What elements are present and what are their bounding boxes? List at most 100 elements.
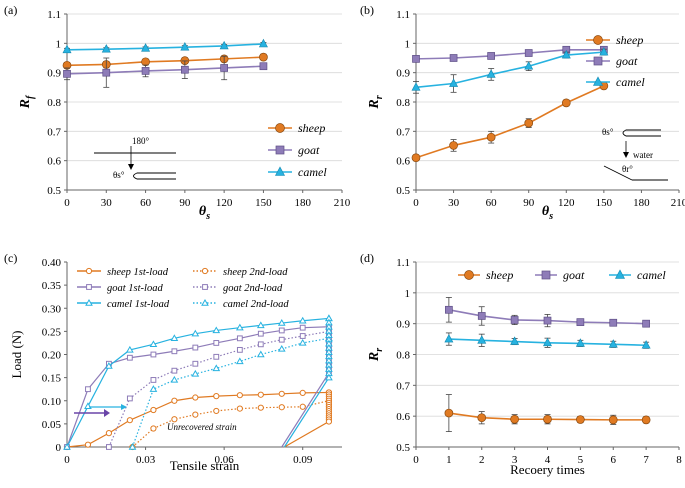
x-axis-label-text: θs [199, 204, 210, 222]
x-tick-label: 1 [446, 454, 452, 466]
y-tick-label: 0.20 [42, 350, 62, 362]
x-axis-label: θs [542, 204, 553, 222]
legend-item: camel [268, 165, 327, 179]
data-point [150, 425, 157, 432]
series-camel [63, 314, 333, 450]
panel-label: (a) [4, 3, 17, 17]
series-camel [62, 38, 268, 54]
x-tick-label: 3 [512, 454, 518, 466]
legend-label: camel [298, 165, 327, 179]
data-point [608, 339, 618, 348]
data-point [149, 385, 158, 392]
legend-label: camel 1st-load [107, 299, 170, 310]
series-line [66, 43, 264, 51]
data-point [171, 348, 178, 355]
data-point [235, 357, 244, 365]
data-point [235, 323, 244, 331]
x-tick-label: 120 [558, 197, 575, 209]
data-point [192, 394, 199, 401]
legend-marker [85, 267, 93, 275]
x-tick-label: 180 [294, 197, 311, 209]
data-point [576, 415, 585, 424]
y-axis-label-text: Rr [367, 95, 385, 109]
data-point [259, 62, 268, 71]
data-point [63, 69, 71, 78]
inset-fiber [133, 172, 176, 180]
y-tick-label: 0.7 [47, 126, 61, 138]
x-tick-label: 0.09 [293, 454, 313, 466]
data-point [191, 369, 200, 377]
data-point [126, 395, 133, 402]
data-point [298, 338, 307, 346]
y-axis-label: Rr [367, 348, 385, 362]
x-tick-label: 2 [479, 454, 485, 466]
legend-marker [275, 123, 285, 133]
inset-arrowhead [623, 152, 629, 158]
y-tick-label: 1 [56, 38, 62, 50]
y-axis-label: Load (N) [9, 330, 24, 378]
data-point [213, 393, 220, 400]
data-point [180, 42, 190, 51]
legend-item: sheep 2nd-load [193, 267, 288, 278]
y-tick-label: 0.6 [396, 156, 410, 168]
data-point [298, 316, 307, 324]
x-tick-label: 180 [633, 197, 650, 209]
x-tick-label: 0.06 [215, 454, 235, 466]
y-tick-label: 0.7 [396, 126, 410, 138]
unrecovered-strain-label: Unrecovered strain [167, 422, 237, 432]
x-tick-label: 7 [643, 454, 649, 466]
data-point [449, 78, 459, 87]
y-tick-label: 1.1 [396, 9, 410, 21]
legend-label: sheep [616, 33, 643, 47]
legend-marker [593, 56, 603, 66]
data-point [258, 38, 268, 48]
y-axis-label-text: Rr [367, 348, 385, 362]
data-point [278, 327, 285, 334]
inset-label-theta-s: θs° [602, 127, 614, 137]
data-point [412, 55, 420, 63]
data-point [213, 353, 220, 360]
data-point [256, 350, 265, 358]
data-point [219, 40, 229, 50]
data-point [150, 406, 157, 414]
legend-label: camel [616, 75, 645, 89]
series-line [66, 56, 264, 67]
panel-b: 0.5 0.6 0.7 0.8 0.9 1 1.1 0 30 60 90 120 150 180 210 (b… [360, 3, 685, 222]
y-tick-label: 0.8 [396, 350, 410, 362]
unload-point [325, 418, 333, 425]
data-point [449, 54, 458, 62]
data-point [257, 404, 264, 411]
data-point [608, 415, 618, 425]
data-point [213, 340, 220, 346]
legend-marker [201, 298, 209, 306]
panel-c: 0 0.05 0.10 0.15 0.20 0.25 0.30 0.35 0.40 0 0.03 0.… [4, 251, 342, 473]
data-point [181, 65, 189, 74]
data-point [212, 364, 221, 372]
y-tick-label: 0.25 [42, 326, 62, 338]
data-point [524, 61, 534, 70]
x-axis-label: Tensile strain [170, 458, 240, 473]
data-point [192, 411, 199, 418]
data-point [171, 367, 178, 374]
legend-item: sheep [268, 121, 325, 135]
series-goat [445, 297, 650, 328]
series-sheep [444, 394, 651, 432]
legend-label: goat [298, 143, 320, 157]
data-point [63, 442, 71, 450]
series-line [131, 337, 330, 448]
data-point [257, 330, 264, 337]
series-line [66, 65, 264, 75]
data-point [141, 43, 151, 52]
data-point [236, 392, 243, 399]
data-point [170, 375, 179, 383]
legend-marker [593, 35, 603, 45]
x-tick-label: 0.03 [136, 454, 156, 466]
data-point [599, 46, 609, 56]
arrowhead [121, 404, 127, 410]
y-tick-label: 1.1 [47, 9, 61, 21]
data-point [101, 44, 111, 53]
y-tick-label: 0.15 [42, 373, 62, 385]
data-point [576, 318, 585, 326]
y-tick-label: 0 [56, 442, 62, 454]
